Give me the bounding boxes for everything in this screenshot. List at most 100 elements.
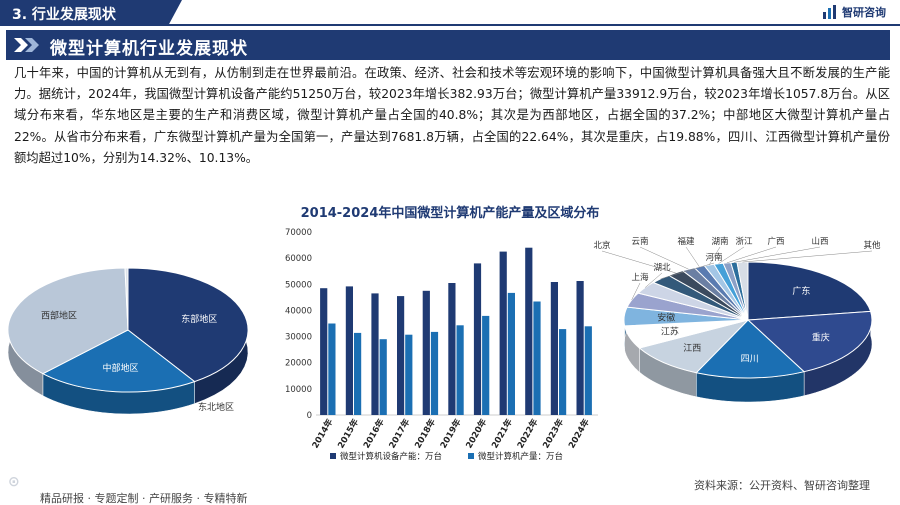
x-tick-label: 2018年 — [412, 417, 438, 451]
leader-line-11 — [685, 246, 700, 267]
leader-line-8 — [660, 262, 715, 280]
main-title: 微型计算机行业发展现状 — [50, 39, 248, 59]
pie-label-13: 浙江 — [735, 236, 753, 247]
pie-label-1: 中部地区 — [103, 362, 139, 374]
pie-label-8: 河南 — [705, 252, 722, 263]
legend-label-0: 微型计算机设备产能：万台 — [340, 451, 442, 462]
bar-1-2 — [379, 339, 387, 415]
bar-1-8 — [533, 301, 541, 415]
y-tick-label: 0 — [307, 411, 312, 421]
chart-title: 2014-2024年中国微型计算机产能产量及区域分布 — [300, 206, 600, 221]
footer-tags: 精品研报 · 专题定制 · 产研服务 · 专精特新 — [40, 492, 248, 505]
x-tick-label: 2014年 — [310, 417, 336, 451]
source-note: 资料来源：公开资料、智研咨询整理 — [694, 479, 870, 492]
bar-0-10 — [576, 281, 584, 415]
pie-slice-3 — [638, 319, 750, 374]
bar-0-8 — [525, 247, 533, 415]
y-tick-label: 50000 — [285, 280, 312, 290]
pie-label-7: 湖北 — [653, 263, 671, 273]
section-header: 3. 行业发展现状 智研咨询 — [0, 0, 900, 26]
bar-0-4 — [422, 290, 430, 415]
pie-label-5: 安徽 — [657, 312, 675, 324]
bar-0-3 — [397, 296, 405, 415]
pie-slice-2 — [7, 267, 129, 375]
y-tick-label: 30000 — [285, 333, 312, 343]
bar-1-6 — [482, 315, 490, 415]
pie-slice-2 — [695, 319, 806, 379]
watermark: ⊙ — [8, 474, 20, 490]
pie-slice-1 — [41, 329, 196, 393]
pie-label-11: 福建 — [677, 236, 695, 247]
pie-label-16: 其他 — [863, 240, 881, 251]
leader-line-13 — [718, 246, 745, 264]
y-tick-label: 60000 — [285, 254, 312, 264]
pie-label-3: 东北地区 — [198, 401, 234, 413]
legend-swatch-1 — [468, 453, 474, 459]
leader-line-16 — [742, 250, 873, 263]
bar-logo-icon — [823, 5, 836, 19]
pie-label-6: 上海 — [631, 272, 649, 283]
bar-0-1 — [345, 286, 353, 415]
pie-label-2: 西部地区 — [41, 310, 77, 322]
x-tick-label: 2023年 — [540, 417, 566, 451]
pie-label-14: 广西 — [767, 236, 784, 247]
x-tick-label: 2020年 — [464, 417, 490, 451]
pie-label-2: 四川 — [741, 354, 759, 364]
pie-label-12: 湖南 — [711, 236, 728, 247]
section-title: 3. 行业发展现状 — [12, 7, 116, 23]
x-tick-label: 2022年 — [515, 417, 541, 451]
bar-1-5 — [456, 325, 464, 415]
legend-label-1: 微型计算机产量：万台 — [478, 451, 563, 462]
pie-label-10: 云南 — [631, 236, 648, 247]
capacity-output-bar-chart: 0 10000 20000 30000 40000 50000 60000 70000 2014… — [285, 228, 598, 462]
pie-slice-1 — [746, 310, 873, 373]
bar-1-9 — [559, 329, 567, 415]
header-divider — [0, 24, 900, 26]
bar-1-0 — [328, 323, 336, 415]
leader-line-9 — [601, 250, 676, 274]
x-tick-label: 2017年 — [387, 417, 413, 451]
brand: 智研咨询 — [822, 4, 886, 20]
pie-slice-0 — [747, 261, 872, 321]
pie-label-1: 重庆 — [812, 332, 830, 344]
y-tick-label: 40000 — [285, 306, 312, 316]
bar-1-1 — [354, 332, 362, 415]
bar-0-0 — [320, 288, 328, 415]
bar-1-4 — [430, 331, 439, 415]
x-tick-label: 2024年 — [566, 417, 592, 451]
chevron-right-icon — [14, 38, 39, 52]
leader-line-10 — [639, 246, 689, 270]
leader-line-12 — [708, 246, 721, 266]
title-bar: 微型计算机行业发展现状 — [6, 30, 890, 60]
leader-line-14 — [726, 246, 777, 264]
bar-0-5 — [448, 283, 456, 415]
x-tick-label: 2015年 — [335, 417, 361, 451]
pie-label-0: 东部地区 — [181, 313, 217, 325]
bar-1-3 — [405, 334, 413, 415]
y-tick-label: 70000 — [285, 228, 312, 238]
bar-0-6 — [473, 263, 482, 415]
y-tick-label: 10000 — [285, 385, 312, 395]
leader-line-6 — [631, 282, 641, 301]
bar-1-7 — [507, 292, 515, 415]
leader-line-7 — [644, 272, 663, 288]
bar-0-7 — [499, 251, 507, 415]
leader-line-15 — [733, 246, 821, 263]
bar-0-9 — [550, 282, 558, 415]
pie-label-9: 北京 — [593, 240, 610, 251]
pie-label-4: 江苏 — [661, 325, 679, 337]
bar-0-2 — [371, 293, 379, 415]
pie-label-3: 江西 — [683, 343, 701, 354]
x-tick-label: 2021年 — [489, 417, 515, 451]
x-tick-label: 2016年 — [361, 417, 387, 451]
bar-1-10 — [584, 326, 592, 415]
legend-swatch-0 — [330, 453, 336, 459]
section-tab: 3. 行业发展现状 — [0, 0, 182, 26]
pie-slice-3 — [124, 267, 129, 331]
pie-label-15: 山西 — [811, 236, 828, 247]
y-tick-label: 20000 — [285, 359, 312, 369]
intro-paragraph: 几十年来，中国的计算机从无到有，从仿制到走在世界最前沿。在政策、经济、社会和技术… — [14, 66, 890, 165]
